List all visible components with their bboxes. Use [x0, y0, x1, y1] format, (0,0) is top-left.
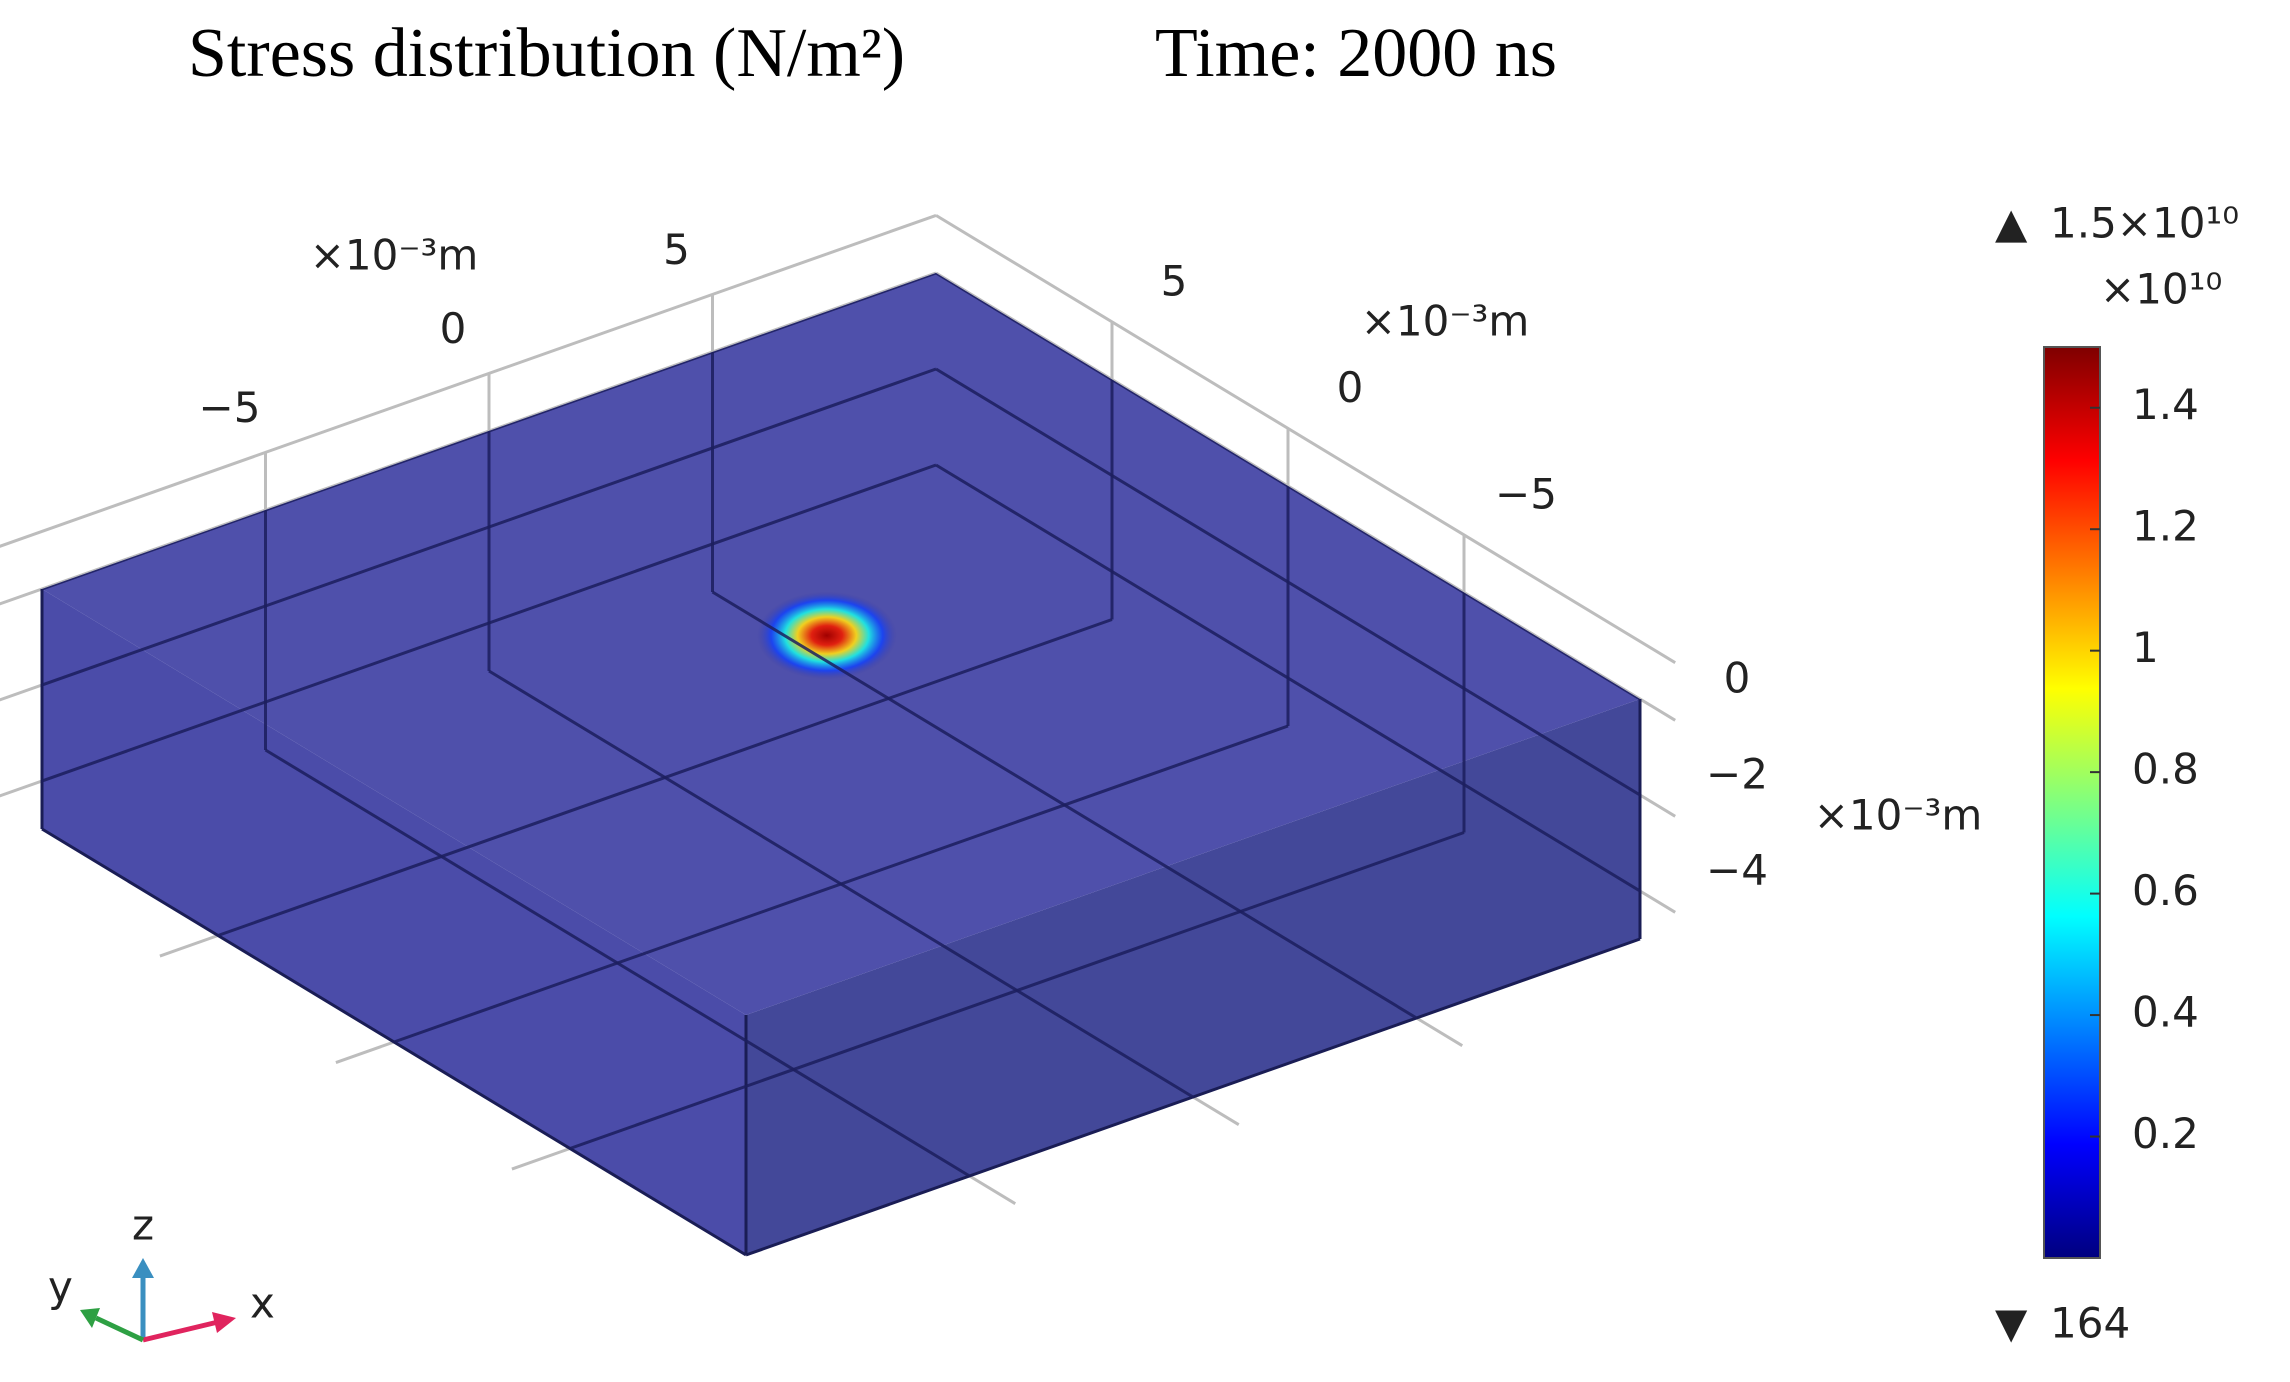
box-left-face [42, 589, 746, 1255]
min-marker: ▼ [1995, 1299, 2028, 1348]
triad-x-axis [142, 1319, 219, 1343]
box-front-face [746, 699, 1640, 1255]
colorbar: ▲ ▼ 0.2 0.4 0.6 0.8 1 1.2 1.4 1.5×10¹⁰ ×10¹⁰ 164 [1995, 199, 2239, 1348]
z-wall-grid [935, 273, 1640, 722]
colorbar-tick-label: 0.8 [2132, 745, 2199, 794]
y-tick-label: 5 [1161, 256, 1188, 305]
z-tick-label: 0 [1724, 654, 1751, 703]
triad-y-label: y [48, 1263, 73, 1312]
y-tick-label: 0 [1337, 363, 1364, 412]
y-tick-mark [511, 1147, 571, 1171]
inner-grid [42, 273, 1640, 1178]
x-tick-mark [1415, 1016, 1464, 1047]
z-wall-grid [42, 463, 937, 799]
x-tick-label: 0 [440, 304, 467, 353]
z-wall-grid [935, 367, 1640, 818]
y-axis-line [935, 214, 1676, 664]
x-tick-mark [1192, 1095, 1240, 1126]
colorbar-tick-label: 1.2 [2132, 502, 2199, 551]
y-axis-unit: ×10⁻³m [1361, 297, 1530, 346]
triad-y-axis [94, 1315, 145, 1343]
z-axis-unit: ×10⁻³m [1814, 791, 1983, 840]
x-tick-label: 5 [663, 225, 690, 274]
triad-z-label: z [132, 1201, 154, 1250]
triad-x-label: x [250, 1279, 275, 1328]
y-tick-label: −5 [1495, 469, 1557, 518]
colorbar-tick-label: 1.4 [2132, 380, 2199, 429]
x-axis-unit: ×10⁻³m [310, 231, 479, 280]
floor-grid [217, 618, 1113, 937]
colorbar-min-label: 164 [2050, 1299, 2130, 1348]
colorbar-tick-label: 0.2 [2132, 1109, 2199, 1158]
floor-grid [569, 831, 1465, 1150]
triad-x-head [212, 1312, 236, 1333]
y-tick-mark [159, 934, 219, 958]
colorbar-scale [2043, 346, 2101, 1259]
z-tick-label: −4 [1706, 846, 1768, 895]
y-tick-mark [335, 1040, 395, 1064]
colorbar-tick-label: 1 [2132, 623, 2159, 672]
x-tick-label: −5 [199, 383, 261, 432]
colorbar-tick-label: 0.6 [2132, 866, 2199, 915]
z-tick-label: −2 [1706, 750, 1768, 799]
z-wall-grid [42, 367, 937, 703]
colorbar-multiplier: ×10¹⁰ [2100, 265, 2222, 314]
floor-grid [393, 724, 1289, 1044]
axis-labels: −5 0 5 5 0 −5 0 −2 −4 ×10⁻³m ×10⁻³m ×10⁻³m [199, 225, 1983, 895]
x-axis-line [0, 213, 937, 548]
colorbar-max-label: 1.5×10¹⁰ [2050, 199, 2239, 248]
triad-y-head [80, 1308, 100, 1328]
stress-peak [756, 591, 897, 680]
triad-z-head [132, 1258, 154, 1278]
max-marker: ▲ [1995, 199, 2028, 248]
box [40, 273, 1642, 1257]
triad: z x y [48, 1201, 275, 1343]
subtitle: Time: 2000 ns [1155, 15, 1557, 92]
title: Stress distribution (N/m²) [188, 15, 905, 92]
x-tick-mark [968, 1174, 1017, 1205]
colorbar-tick-label: 0.4 [2132, 988, 2199, 1037]
z-wall-grid [935, 463, 1640, 914]
